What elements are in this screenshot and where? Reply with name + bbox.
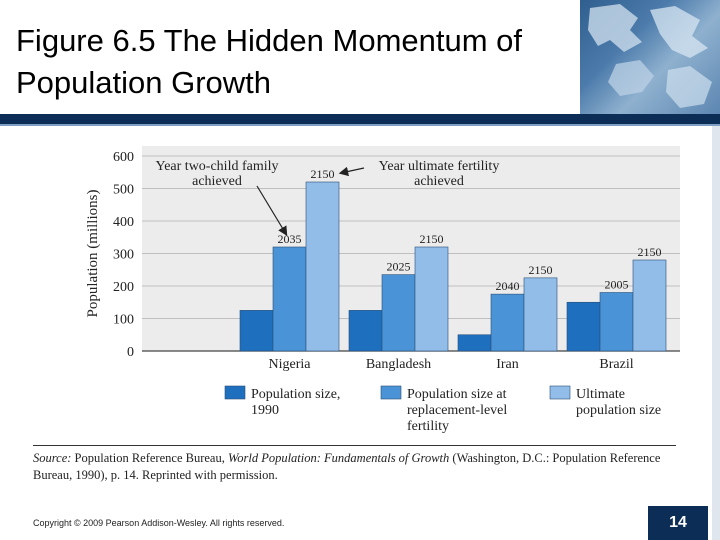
page-number: 14 [648,506,708,540]
bar-year-label: 2025 [387,260,411,274]
y-axis-label: Population (millions) [85,190,101,318]
legend-swatch-1 [380,385,402,400]
bar-nigeria-2 [305,181,340,352]
annotation-ultimate-fertility: Year ultimate fertility achieved [379,159,500,189]
map-graphic [588,4,712,108]
y-tick-label: 300 [113,248,134,263]
category-label-bangladesh: Bangladesh [366,357,431,372]
legend-label-line: fertility [407,419,449,434]
bar-bangladesh-1 [381,274,416,352]
bar-year-label: 2150 [420,232,444,246]
map-image [580,0,720,114]
legend-swatch-2 [549,385,571,400]
bar-nigeria-1 [272,246,307,352]
category-label-iran: Iran [496,357,519,372]
annotation-line: Year two-child family [156,159,279,174]
right-edge-strip [712,126,720,540]
y-tick-label: 100 [113,313,134,328]
legend-label-line: Population size at [407,387,507,402]
bar-brazil-1 [599,292,634,352]
legend-label-line: replacement-level [407,403,507,418]
bar-year-label: 2005 [605,278,629,292]
category-label-nigeria: Nigeria [269,357,312,372]
y-tick-label: 0 [127,345,134,360]
arrow-ultimate [338,166,365,177]
y-tick-label: 400 [113,215,134,230]
source-divider [33,445,676,446]
y-tick-label: 600 [113,150,134,165]
bar-nigeria-0 [239,310,274,352]
population-bar-chart: 0 100 200 300 400 500 600 Population (millions)… [85,146,680,434]
source-note: Source: Population Reference Bureau, Wor… [33,450,683,484]
source-text-2: (Washington, D.C.: Population Reference … [33,451,661,482]
bar-year-label: 2035 [278,232,302,246]
bar-brazil-2 [632,259,667,352]
header-rule [0,114,720,124]
bar-bangladesh-0 [348,310,383,352]
legend-label-1: Population size at replacement-level ferti… [407,387,507,434]
annotation-two-child: Year two-child family achieved [156,159,279,189]
category-label-brazil: Brazil [599,357,633,372]
legend-label-2: Ultimate population size [576,387,661,418]
bar-bangladesh-2 [414,246,449,352]
copyright-text: Copyright © 2009 Pearson Addison-Wesley.… [33,518,285,528]
annotation-line: achieved [414,174,464,189]
bar-year-label: 2150 [638,245,662,259]
source-title: World Population: Fundamentals of Growth [227,451,450,465]
legend-label-line: Ultimate [576,387,625,402]
legend-label-line: 1990 [251,403,279,418]
source-label: Source: [33,451,72,465]
legend-label-line: population size [576,403,661,418]
bar-iran-1 [490,293,525,352]
y-tick-label: 500 [113,183,134,198]
legend-label-0: Population size, 1990 [251,387,340,418]
y-tick-label: 200 [113,280,134,295]
bar-iran-0 [457,334,492,352]
bar-year-label: 2150 [529,263,553,277]
annotation-line: Year ultimate fertility [379,159,500,174]
bar-iran-2 [523,277,558,352]
bar-brazil-0 [566,301,601,352]
bar-year-label: 2040 [496,279,520,293]
legend-label-line: Population size, [251,387,340,402]
slide-title: Figure 6.5 The Hidden Momentum of Popula… [16,23,523,100]
arrow-two-child [256,185,288,237]
header-rule-accent [0,124,720,126]
annotation-line: achieved [192,174,242,189]
bar-year-label: 2150 [311,167,335,181]
source-text-1: Population Reference Bureau, [71,451,228,465]
legend-swatch-0 [224,385,246,400]
